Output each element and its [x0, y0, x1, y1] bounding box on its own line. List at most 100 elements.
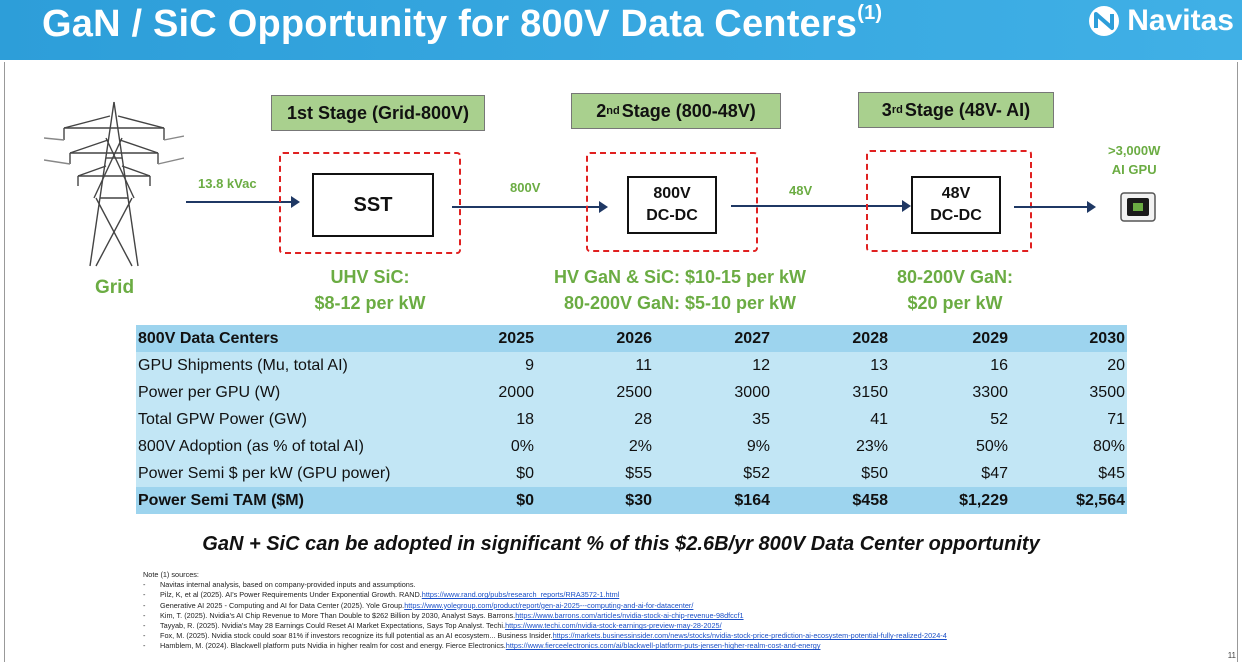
table-cell: 3000 [734, 383, 770, 401]
table-cell: $30 [625, 491, 652, 509]
table-cell: 52 [990, 410, 1008, 428]
stage-3-cost: 80-200V GaN: $20 per kW [896, 267, 1014, 313]
table-cell: 50% [975, 437, 1008, 455]
table-cell: 9 [525, 356, 534, 374]
table-cell: $52 [743, 464, 770, 482]
table-cell: 71 [1107, 410, 1125, 428]
note-link[interactable]: https://www.fierceelectronics.com/ai/bla… [505, 641, 821, 651]
input-voltage-label: 13.8 kVac [198, 176, 257, 191]
table-cell: 3150 [852, 383, 888, 401]
gpu-power-label: >3,000W AI GPU [1108, 143, 1161, 177]
sst-block: SST [312, 173, 434, 237]
page-title: GaN / SiC Opportunity for 800V Data Cent… [42, 2, 883, 45]
link-800v-label: 800V [510, 180, 541, 195]
table-header-cell: 2025 [498, 329, 534, 347]
note-item: - Tayyab, R. (2025). Nvidia's May 28 Earn… [143, 621, 722, 631]
table-cell: 23% [855, 437, 888, 455]
table-cell: GPU Shipments (Mu, total AI) [138, 356, 348, 374]
note-item: - Generative AI 2025 - Computing and AI f… [143, 600, 694, 610]
navitas-logo-icon [1089, 6, 1120, 36]
table-header-cell: 2030 [1089, 329, 1125, 347]
stage-3-boundary [866, 150, 1032, 252]
table-cell: 2% [628, 437, 652, 455]
source-notes: Note (1) sources: - Navitas internal anal… [143, 570, 947, 652]
table-header-cell: 2028 [852, 329, 888, 347]
table-cell: 2500 [616, 383, 652, 401]
logo-wordmark: Navitas [1127, 4, 1234, 37]
table-total-row: Power Semi TAM ($M) $0 $30 $164 $458 $1,… [136, 487, 1127, 514]
tam-table: 800V Data Centers 2025 2026 2027 2028 20… [136, 325, 1127, 514]
table-cell: $55 [625, 464, 652, 482]
arrow-dcdc-to-48v [731, 200, 911, 212]
note-link[interactable]: https://markets.businessinsider.com/news… [552, 631, 947, 641]
note-item: - Fox, M. (2025). Nvidia stock could soar… [143, 631, 947, 641]
note-link[interactable]: https://www.rand.org/pubs/research_repor… [421, 590, 620, 600]
table-cell: $47 [981, 464, 1008, 482]
table-row: GPU Shipments (Mu, total AI) 9 11 12 13 … [136, 352, 1127, 379]
note-link[interactable]: https://www.barrons.com/articles/nvidia-… [515, 610, 744, 620]
note-item: - Hamblem, M. (2024). Blackwell platform … [143, 641, 821, 651]
note-item: - Navitas internal analysis, based on com… [143, 580, 416, 590]
table-cell: 80% [1092, 437, 1125, 455]
table-row: Power Semi $ per kW (GPU power) $0 $55 $… [136, 460, 1127, 487]
stage-2-cost: HV GaN & SiC: $10-15 per kW 80-200V GaN:… [553, 267, 807, 313]
table-header-cell: 2029 [972, 329, 1008, 347]
table-cell: Power Semi $ per kW (GPU power) [138, 464, 391, 482]
navitas-logo: Navitas [1087, 4, 1234, 38]
stage-2-boundary [586, 152, 758, 252]
note-link[interactable]: https://www.techi.com/nvidia-stock-earni… [505, 621, 722, 631]
table-cell: Power Semi TAM ($M) [138, 491, 304, 509]
gpu-chip-icon [1120, 192, 1156, 222]
table-cell: $164 [734, 491, 770, 509]
stage-1-title: 1st Stage (Grid-800V) [271, 95, 485, 131]
table-header-cell: 800V Data Centers [138, 329, 279, 347]
note-item: - Pilz, K, et al (2025). AI's Power Requi… [143, 590, 620, 600]
page-border [4, 62, 5, 662]
table-row: 800V Adoption (as % of total AI) 0% 2% 9… [136, 433, 1127, 460]
table-cell: 13 [870, 356, 888, 374]
page-number: 11 [1227, 651, 1236, 660]
table-cell: 9% [746, 437, 770, 455]
arrow-48v-to-gpu [1014, 201, 1096, 213]
table-cell: $458 [852, 491, 888, 509]
table-cell: 3300 [972, 383, 1008, 401]
page-border [1237, 62, 1238, 662]
table-header-cell: 2026 [616, 329, 652, 347]
link-48v-label: 48V [789, 183, 813, 198]
header-banner: GaN / SiC Opportunity for 800V Data Cent… [0, 0, 1242, 60]
grid-label: Grid [95, 277, 135, 298]
table-cell: $45 [1098, 464, 1125, 482]
table-header-cell: 2027 [734, 329, 770, 347]
arrow-grid-to-sst [186, 196, 300, 208]
tagline: GaN + SiC can be adopted in significant … [202, 533, 1040, 555]
table-cell: $1,229 [959, 491, 1008, 509]
48v-dcdc-block: 48V DC-DC [911, 176, 1001, 234]
note-link[interactable]: https://www.yolegroup.com/product/report… [404, 600, 694, 610]
table-cell: 20 [1107, 356, 1125, 374]
title-footnote-marker: (1) [857, 2, 883, 24]
table-cell: 18 [516, 410, 534, 428]
800v-dcdc-block: 800V DC-DC [627, 176, 717, 234]
table-cell: Power per GPU (W) [138, 383, 281, 401]
table-cell: 41 [870, 410, 888, 428]
table-cell: 16 [990, 356, 1008, 374]
table-cell: $0 [516, 491, 534, 509]
table-cell: 2000 [498, 383, 534, 401]
table-header-row: 800V Data Centers 2025 2026 2027 2028 20… [136, 325, 1127, 352]
table-cell: 12 [752, 356, 770, 374]
table-cell: 28 [634, 410, 652, 428]
table-cell: 800V Adoption (as % of total AI) [138, 437, 364, 455]
table-cell: 3500 [1089, 383, 1125, 401]
table-row: Power per GPU (W) 2000 2500 3000 3150 33… [136, 379, 1127, 406]
table-cell: 11 [635, 356, 652, 374]
stage-1-cost: UHV SiC: $8-12 per kW [314, 267, 426, 313]
table-row: Total GPW Power (GW) 18 28 35 41 52 71 [136, 406, 1127, 433]
table-cell: 0% [510, 437, 534, 455]
arrow-sst-to-dcdc [452, 201, 608, 213]
stage-1-boundary [279, 152, 461, 254]
transmission-tower-icon [44, 101, 184, 267]
table-cell: $50 [861, 464, 888, 482]
table-cell: $2,564 [1076, 491, 1125, 509]
